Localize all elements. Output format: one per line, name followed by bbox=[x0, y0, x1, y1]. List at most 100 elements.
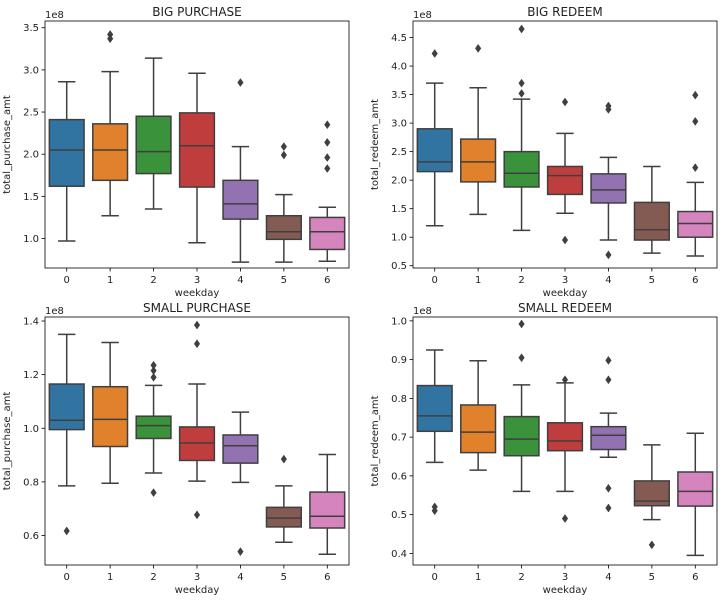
outlier-point bbox=[150, 372, 157, 382]
box-iqr bbox=[546, 165, 584, 196]
chart-panel-1: BIG PURCHASE 1e8 1.0 1.5 2.0 2.5 3.0 3.5 0 1 2 3 4 5 6… bbox=[2, 5, 350, 299]
box-weekday-2 bbox=[135, 57, 172, 210]
y-tick-label: 0.5 bbox=[391, 261, 407, 272]
y-tick-label: 2.5 bbox=[23, 108, 39, 119]
box-weekday-6 bbox=[677, 90, 714, 257]
x-tick-label: 5 bbox=[281, 572, 287, 583]
box-iqr bbox=[633, 480, 670, 507]
box-weekday-0 bbox=[416, 349, 453, 516]
box-weekday-2 bbox=[135, 360, 172, 498]
box-weekday-5 bbox=[633, 165, 670, 254]
y-tick-label: 0.7 bbox=[391, 433, 407, 444]
y-tick-label: 3.0 bbox=[23, 65, 39, 76]
box-iqr bbox=[309, 216, 346, 251]
y-tick-label: 0.8 bbox=[23, 477, 39, 488]
x-axis-label: weekday bbox=[543, 585, 588, 596]
outlier-point bbox=[431, 502, 438, 512]
outlier-point bbox=[237, 547, 244, 557]
outlier-point bbox=[324, 137, 331, 147]
x-tick-label: 2 bbox=[518, 572, 524, 583]
y-tick-label: 1.0 bbox=[391, 316, 407, 327]
x-axis-label: weekday bbox=[175, 585, 220, 596]
box-weekday-4 bbox=[590, 101, 627, 260]
outlier-point bbox=[605, 250, 612, 260]
outlier-point bbox=[605, 355, 612, 365]
x-tick-label: 5 bbox=[281, 275, 287, 286]
x-tick-label: 5 bbox=[649, 572, 655, 583]
box-iqr bbox=[677, 210, 714, 238]
outlier-point bbox=[518, 89, 525, 98]
box-iqr bbox=[503, 150, 540, 188]
box-weekday-0 bbox=[48, 80, 85, 242]
chart-title: SMALL PURCHASE bbox=[143, 301, 251, 315]
y-tick-label: 1.0 bbox=[391, 233, 407, 244]
y-axis-label: total_purchase_amt bbox=[2, 95, 13, 194]
y-tick-label: 4.5 bbox=[391, 33, 407, 44]
outlier-point bbox=[280, 454, 287, 464]
box-weekday-4 bbox=[590, 355, 627, 513]
chart-panel-4: SMALL REDEEM 1e8 0.4 0.5 0.6 0.7 0.8 0.9 1.0 0 1 2 3… bbox=[370, 301, 718, 596]
x-tick-label: 0 bbox=[64, 572, 70, 583]
box-weekday-6 bbox=[677, 432, 714, 557]
x-tick-label: 0 bbox=[432, 572, 438, 583]
y-tick-label: 0.4 bbox=[391, 549, 407, 560]
box-weekday-3 bbox=[178, 320, 216, 520]
axis-offset-label: 1e8 bbox=[413, 306, 432, 317]
box-weekday-5 bbox=[633, 444, 670, 550]
x-tick-label: 2 bbox=[150, 275, 156, 286]
box-weekday-0 bbox=[416, 49, 453, 227]
outlier-point bbox=[63, 526, 70, 536]
x-tick-label: 1 bbox=[475, 275, 481, 286]
y-tick-label: 0.9 bbox=[391, 355, 407, 366]
outlier-point bbox=[605, 503, 612, 513]
box-iqr bbox=[92, 123, 129, 182]
box-weekday-1 bbox=[460, 43, 497, 216]
box-weekday-1 bbox=[460, 360, 497, 471]
y-tick-label: 1.0 bbox=[23, 424, 39, 435]
x-tick-label: 6 bbox=[692, 572, 698, 583]
box-weekday-3 bbox=[178, 72, 216, 244]
box-iqr bbox=[503, 415, 540, 457]
outlier-point bbox=[324, 153, 331, 163]
outlier-point bbox=[280, 142, 287, 152]
box-weekday-5 bbox=[265, 142, 302, 263]
y-tick-label: 1.4 bbox=[23, 317, 39, 328]
x-tick-label: 2 bbox=[518, 275, 524, 286]
box-iqr bbox=[590, 173, 627, 204]
outlier-point bbox=[605, 375, 612, 385]
box-iqr bbox=[416, 128, 453, 173]
outlier-point bbox=[518, 319, 525, 329]
y-tick-label: 1.5 bbox=[23, 192, 39, 203]
x-tick-label: 0 bbox=[432, 275, 438, 286]
x-tick-label: 3 bbox=[194, 275, 200, 286]
chart-title: BIG REDEEM bbox=[527, 5, 603, 19]
outlier-point bbox=[324, 164, 331, 173]
y-tick-label: 0.5 bbox=[391, 510, 407, 521]
outlier-point bbox=[150, 366, 157, 376]
box-iqr bbox=[48, 383, 85, 431]
y-tick-label: 0.6 bbox=[391, 471, 407, 482]
outlier-point bbox=[324, 120, 331, 130]
outlier-point bbox=[150, 360, 157, 370]
outlier-point bbox=[605, 483, 612, 493]
box-weekday-5 bbox=[265, 454, 302, 543]
y-tick-label: 2.5 bbox=[391, 147, 407, 158]
y-tick-label: 0.6 bbox=[23, 531, 39, 542]
box-iqr bbox=[178, 112, 216, 188]
y-tick-label: 2.0 bbox=[23, 150, 39, 161]
y-tick-label: 4.0 bbox=[391, 62, 407, 73]
y-tick-label: 3.5 bbox=[391, 90, 407, 101]
outlier-point bbox=[561, 514, 569, 523]
x-tick-label: 1 bbox=[107, 275, 113, 286]
y-axis-label: total_purchase_amt bbox=[2, 392, 13, 491]
x-tick-label: 3 bbox=[194, 572, 200, 583]
x-tick-label: 1 bbox=[475, 572, 481, 583]
outlier-point bbox=[518, 353, 525, 363]
outlier-point bbox=[692, 90, 699, 100]
outlier-point bbox=[193, 510, 201, 520]
y-axis-label: total_redeem_amt bbox=[370, 395, 381, 486]
box-weekday-4 bbox=[222, 78, 259, 263]
chart-panel-2: BIG REDEEM 1e8 0.5 1.0 1.5 2.0 2.5 3.0 3.5 4.0 4.5… bbox=[370, 5, 718, 299]
box-iqr bbox=[460, 138, 497, 183]
outlier-point bbox=[280, 150, 287, 160]
